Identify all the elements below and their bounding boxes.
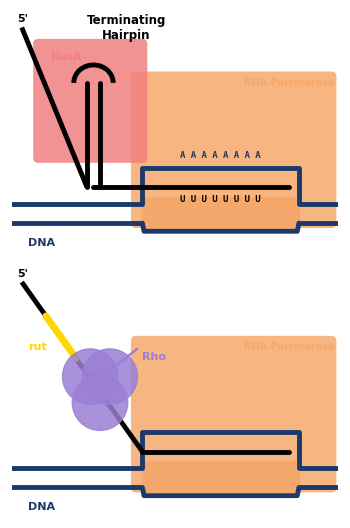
FancyBboxPatch shape <box>131 71 336 228</box>
Text: NusA: NusA <box>51 52 81 62</box>
Text: RNA Polymerase: RNA Polymerase <box>244 342 334 352</box>
Circle shape <box>63 349 118 404</box>
Text: 5': 5' <box>17 269 28 279</box>
Text: DNA: DNA <box>28 238 55 248</box>
Text: Terminating
Hairpin: Terminating Hairpin <box>86 14 166 42</box>
Text: U U U U U U U U: U U U U U U U U <box>180 195 261 204</box>
Text: DNA: DNA <box>28 502 55 512</box>
Text: A A A A A A A A: A A A A A A A A <box>180 150 261 159</box>
Circle shape <box>82 349 138 404</box>
Circle shape <box>72 375 128 430</box>
FancyBboxPatch shape <box>131 336 336 493</box>
Text: RNA Polymerase: RNA Polymerase <box>244 78 334 88</box>
FancyBboxPatch shape <box>33 39 147 163</box>
Text: Rho: Rho <box>142 352 166 362</box>
Text: 5': 5' <box>17 14 28 24</box>
Text: rut: rut <box>28 342 47 352</box>
